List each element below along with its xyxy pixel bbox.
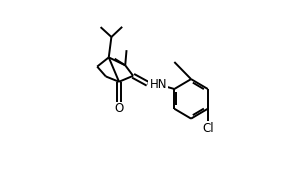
Text: O: O — [114, 102, 124, 115]
Text: Cl: Cl — [202, 122, 214, 135]
Text: HN: HN — [149, 78, 167, 91]
